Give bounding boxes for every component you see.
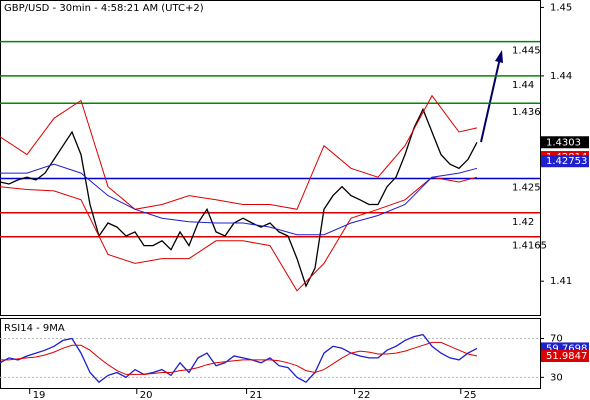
last-value-label: 51.9847	[546, 351, 587, 362]
series-line	[0, 107, 478, 288]
x-tick-label: 22	[358, 390, 371, 400]
last-value-box	[541, 350, 589, 363]
rsi-title: RSI14 - 9MA	[4, 323, 65, 334]
forecast-arrow	[480, 57, 501, 143]
arrow-head	[495, 50, 503, 63]
series-line	[0, 163, 478, 236]
y-tick-label: 1.41	[550, 276, 572, 287]
last-value-box	[541, 155, 589, 168]
x-tick-label: 21	[250, 390, 263, 400]
level-label: 1.42	[512, 217, 534, 228]
y-tick-label: 1.45	[550, 2, 572, 13]
series-line	[0, 333, 478, 384]
rsi-panel	[0, 318, 541, 389]
last-value-label: 1.42753	[546, 156, 587, 167]
last-value-label: 59.7698	[546, 343, 587, 354]
last-value-box	[541, 136, 589, 149]
level-label: 1.4165	[512, 241, 547, 252]
y-tick-label: 70	[550, 334, 563, 345]
x-tick-label: 19	[33, 390, 46, 400]
chart-title: GBP/USD - 30min - 4:58:21 AM (UTC+2)	[4, 3, 204, 14]
y-tick-label: 30	[550, 372, 563, 383]
price-panel	[0, 0, 541, 316]
level-label: 1.44	[512, 80, 534, 91]
x-tick-label: 20	[140, 390, 153, 400]
y-tick-label: 1.44	[550, 71, 572, 82]
level-label: 1.445	[512, 46, 541, 57]
level-label: 1.436	[512, 107, 541, 118]
level-label: 1.425	[512, 183, 541, 194]
series-line	[0, 341, 478, 375]
series-line	[0, 94, 478, 210]
last-value-label: 1.4303	[546, 137, 581, 148]
series-line	[0, 176, 478, 292]
x-tick-label: 25	[464, 390, 477, 400]
